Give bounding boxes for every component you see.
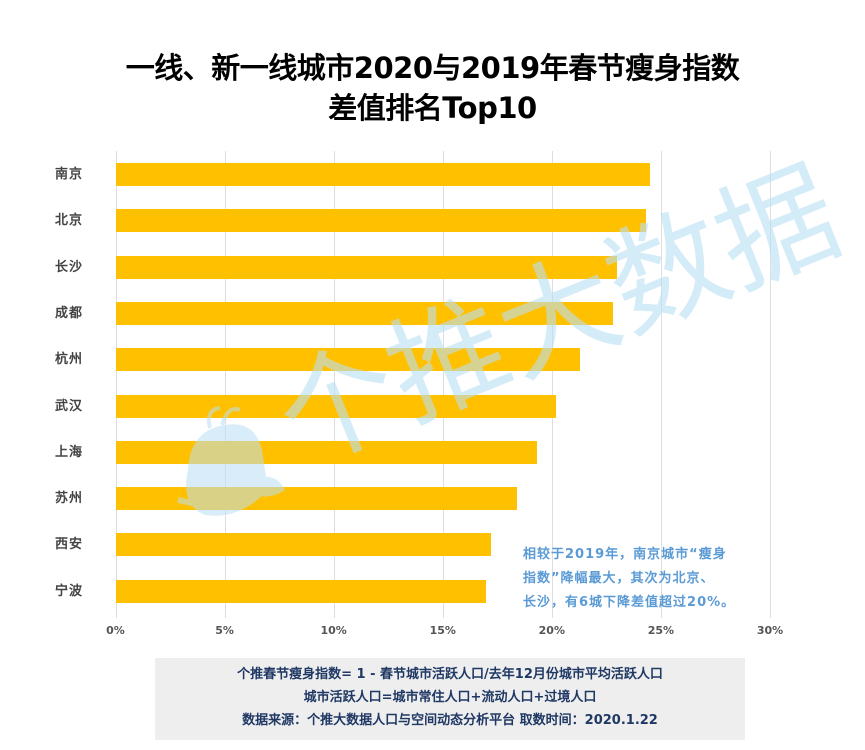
bar xyxy=(115,209,646,233)
chart-title-line-2: 差值排名Top10 xyxy=(328,91,537,125)
gridline xyxy=(116,151,117,618)
y-axis-category-label: 成都 xyxy=(55,305,84,321)
bar xyxy=(115,255,618,279)
y-axis-category-label: 杭州 xyxy=(55,352,84,368)
gridline xyxy=(334,151,335,618)
y-axis-category-label: 南京 xyxy=(55,167,84,182)
x-axis-tick-label: 25% xyxy=(647,624,675,637)
x-axis-tick-label: 20% xyxy=(538,624,565,637)
bar xyxy=(115,533,491,557)
x-axis-tick-label: 10% xyxy=(320,624,347,637)
bar xyxy=(115,440,537,464)
x-axis-tick-label: 15% xyxy=(429,624,456,637)
y-axis-category-label: 西安 xyxy=(55,537,84,553)
y-axis-category-label: 北京 xyxy=(55,213,84,229)
annotation-line-3: 长沙，有6城下降差值超过20%。 xyxy=(523,595,736,610)
bar xyxy=(115,301,613,325)
x-axis-tick-label: 30% xyxy=(756,624,784,637)
y-axis-category-label: 苏州 xyxy=(55,491,84,507)
bar xyxy=(115,394,557,418)
y-axis-category-label: 长沙 xyxy=(55,259,84,275)
bar xyxy=(115,348,581,372)
annotation-line-1: 相较于2019年，南京城市“瘦身 xyxy=(523,547,727,562)
gridline xyxy=(770,151,771,618)
bar xyxy=(115,487,517,511)
footer-definition: 城市活跃人口=城市常住人口+流动人口+过境人口 xyxy=(303,690,597,705)
bar xyxy=(115,579,487,603)
gridline xyxy=(552,151,553,618)
x-axis-tick-label: 5% xyxy=(215,624,234,637)
chart-title-line-1: 一线、新一线城市2020与2019年春节瘦身指数 xyxy=(125,51,740,85)
annotation-line-2: 指数”降幅最大，其次为北京、 xyxy=(523,571,715,586)
footer-formula: 个推春节瘦身指数= 1 - 春节城市活跃人口/去年12月份城市平均活跃人口 xyxy=(237,667,663,682)
chart-annotation: 相较于2019年，南京城市“瘦身 指数”降幅最大，其次为北京、 长沙，有6城下降… xyxy=(523,543,773,615)
chart-title: 一线、新一线城市2020与2019年春节瘦身指数 差值排名Top10 xyxy=(0,48,865,128)
gridline xyxy=(225,151,226,618)
bar-chart-plot-area: 0% 5% 10% 15% 20% 25% 30% 南京北京长沙成都杭州武汉上海苏州西安宁波 xyxy=(55,151,784,637)
y-axis-category-label: 武汉 xyxy=(55,398,84,414)
y-axis-category-label: 宁波 xyxy=(55,583,84,599)
x-axis-tick-label: 0% xyxy=(106,624,125,637)
gridline xyxy=(443,151,444,618)
footer-notes: 个推春节瘦身指数= 1 - 春节城市活跃人口/去年12月份城市平均活跃人口 城市… xyxy=(155,658,745,740)
y-axis-category-label: 上海 xyxy=(55,444,84,460)
bar xyxy=(115,163,650,186)
gridline xyxy=(661,151,662,618)
footer-source: 数据来源：个推大数据人口与空间动态分析平台 取数时间：2020.1.22 xyxy=(242,713,658,728)
